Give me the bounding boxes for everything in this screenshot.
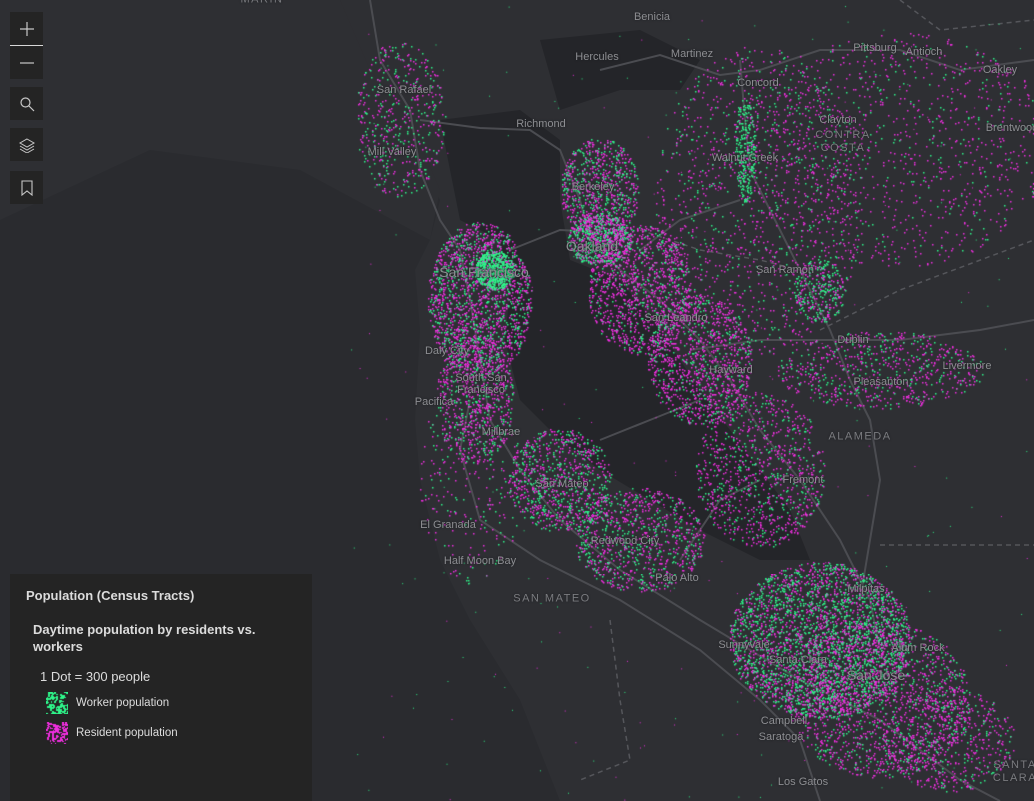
zoom-out-icon xyxy=(19,61,34,64)
search-icon xyxy=(19,96,34,111)
zoom-out-button[interactable] xyxy=(10,46,43,79)
zoom-in-button[interactable] xyxy=(10,12,43,45)
legend-panel: Population (Census Tracts) Daytime popul… xyxy=(10,574,312,801)
layers-icon xyxy=(18,137,35,153)
bookmark-icon xyxy=(20,179,33,196)
bookmarks-button[interactable] xyxy=(10,171,43,204)
layers-control xyxy=(10,128,43,161)
legend-item-label: Resident population xyxy=(76,727,178,739)
resident-swatch xyxy=(46,722,68,744)
legend-layer-title: Population (Census Tracts) xyxy=(26,588,195,603)
worker-swatch xyxy=(46,692,68,714)
zoom-in-icon xyxy=(19,21,34,36)
layers-button[interactable] xyxy=(10,128,43,161)
legend-renderer-title: Daytime population by residents vs. work… xyxy=(33,622,256,654)
search-control xyxy=(10,87,43,120)
bookmarks-control xyxy=(10,171,43,204)
legend-item-worker: Worker population xyxy=(46,692,296,714)
search-button[interactable] xyxy=(10,87,43,120)
zoom-divider xyxy=(10,45,43,46)
zoom-control xyxy=(10,12,43,79)
legend-dot-value: 1 Dot = 300 people xyxy=(40,669,151,684)
legend-item-resident: Resident population xyxy=(46,722,296,744)
legend-item-label: Worker population xyxy=(76,697,170,709)
